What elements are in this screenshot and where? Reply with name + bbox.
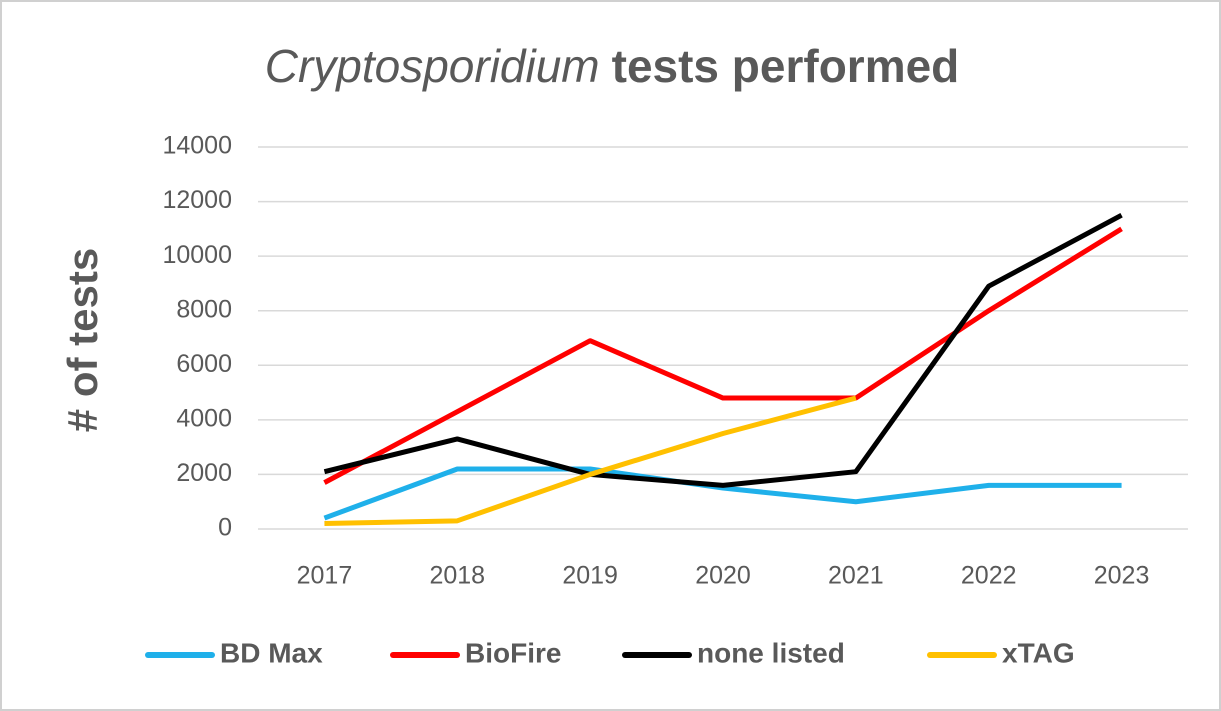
y-tick-label: 8000 [176,295,232,323]
x-tick-label: 2020 [695,562,751,590]
y-tick-label: 12000 [162,186,232,214]
x-tick-label: 2017 [297,562,353,590]
x-tick-label: 2019 [562,562,618,590]
series-line [323,213,1123,488]
title-italic: Cryptosporidium [265,40,600,92]
chart-title: Cryptosporidium tests performed [265,40,960,92]
y-tick-label: 14000 [162,132,232,160]
y-tick-label: 0 [218,514,232,542]
y-tick-label: 6000 [176,350,232,378]
legend-label: BioFire [465,637,561,668]
legend-label: xTAG [1002,637,1075,668]
x-tick-label: 2021 [828,562,884,590]
x-tick-label: 2018 [429,562,485,590]
legend-label: none listed [697,637,845,668]
y-tick-label: 4000 [176,404,232,432]
title-rest: tests performed [612,40,960,92]
y-tick-label: 10000 [162,241,232,269]
x-tick-label: 2022 [961,562,1017,590]
y-axis-label: # of tests [59,248,106,432]
y-tick-label: 2000 [176,459,232,487]
x-tick-label: 2023 [1094,562,1150,590]
series-line [324,395,857,527]
series-line [323,226,1123,485]
series-line [323,466,1122,521]
legend-label: BD Max [220,637,323,668]
